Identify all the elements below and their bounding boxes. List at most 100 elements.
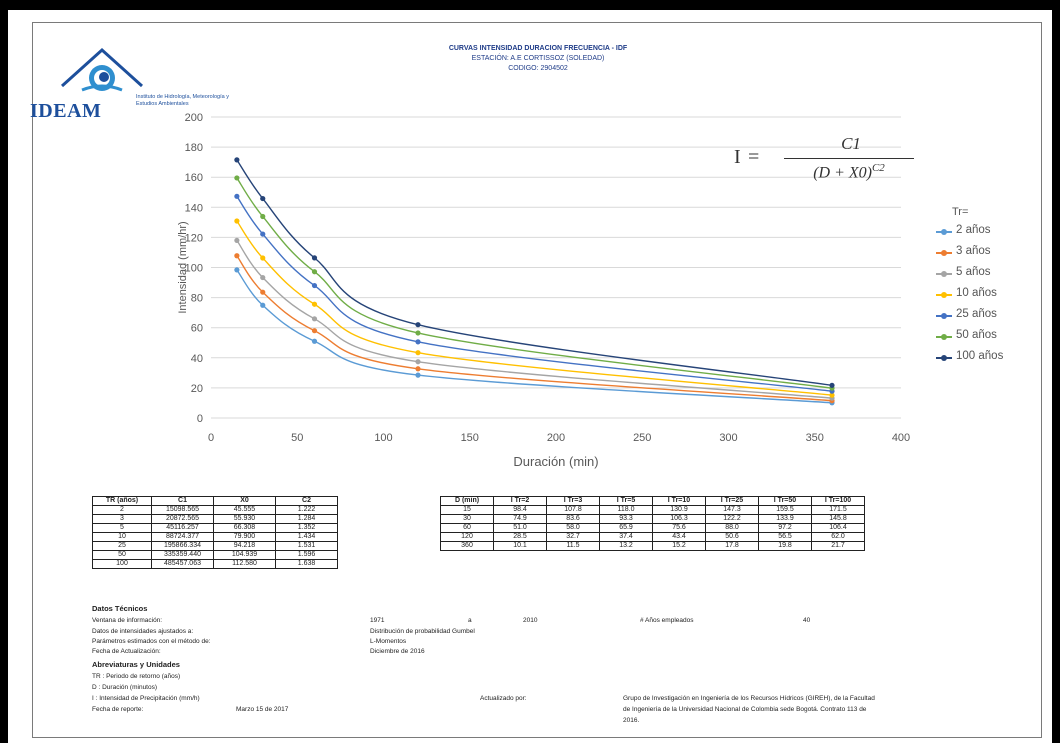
table-cell: 62.0 [811, 532, 865, 542]
data-point [415, 322, 421, 328]
table-header-cell: I Tr=10 [652, 496, 706, 506]
series-line [236, 177, 833, 389]
legend-marker [941, 313, 947, 319]
table-cell: 1.638 [275, 559, 338, 569]
table-cell: 195866.334 [151, 541, 214, 551]
table-header-cell: C1 [151, 496, 214, 506]
report-title: CURVAS INTENSIDAD DURACION FRECUENCIA - … [448, 45, 628, 52]
data-point [260, 274, 266, 281]
table-cell: 145.8 [811, 514, 865, 524]
table-row: 25 195866.334 94.218 1.531 [92, 541, 338, 551]
table-cell: 120 [440, 532, 494, 542]
report-date-label: Fecha de reporte: [92, 706, 144, 713]
table-cell: 1.352 [275, 523, 338, 533]
table-row: 360 10.1 11.5 13.2 15.2 17.8 19.8 21.7 [440, 541, 865, 551]
table-cell: 88.0 [705, 523, 759, 533]
table-row: 15 98.4 107.8 118.0 130.9 147.3 159.5 171.5 [440, 505, 865, 515]
data-point [829, 392, 835, 398]
window-to: 2010 [523, 617, 538, 624]
data-point [415, 359, 421, 365]
station-code: CODIGO: 2904502 [508, 65, 568, 72]
table-cell: 43.4 [652, 532, 706, 542]
x-axis-title: Duración (min) [513, 454, 598, 469]
abbr-title: Abreviaturas y Unidades [92, 660, 180, 669]
table-cell: 30 [440, 514, 494, 524]
series-line [236, 269, 833, 404]
table-cell: 106.4 [811, 523, 865, 533]
data-point [234, 237, 240, 244]
y-tick-label: 0 [197, 413, 203, 425]
x-tick-label: 0 [208, 432, 214, 444]
legend-marker [941, 271, 947, 277]
table-cell: 118.0 [599, 505, 653, 515]
updated-by-value-3: 2016. [623, 717, 640, 724]
table-cell: 1.434 [275, 532, 338, 542]
data-point [234, 157, 240, 163]
table-cell: 10.1 [493, 541, 547, 551]
data-point [311, 338, 318, 344]
years-value: 40 [803, 617, 811, 624]
table-row: 3 20872.565 55.930 1.284 [92, 514, 338, 524]
table-cell: 21.7 [811, 541, 865, 551]
data-point [260, 195, 266, 202]
table-header-cell: I Tr=100 [811, 496, 865, 506]
update-label: Fecha de Actualización: [92, 648, 161, 655]
data-point [260, 213, 266, 220]
table-cell: 13.2 [599, 541, 653, 551]
x-tick-label: 50 [291, 432, 303, 444]
updated-by-value-2: de Ingeniería de la Universidad Nacional… [623, 706, 867, 713]
y-tick-label: 80 [191, 293, 203, 305]
table-row: 120 28.5 32.7 37.4 43.4 50.6 56.5 62.0 [440, 532, 865, 542]
table-cell: 122.2 [705, 514, 759, 524]
data-point [234, 253, 240, 259]
report-sheet: IDEAM Instituto de Hidrología, Meteorolo… [8, 10, 1052, 743]
table-row: 30 74.9 83.6 93.3 106.3 122.2 133.9 145.8 [440, 514, 865, 524]
x-tick-label: 350 [806, 432, 824, 444]
table-cell: 17.8 [705, 541, 759, 551]
logo-wordmark: IDEAM [30, 100, 102, 122]
years-label: # Años empleados [640, 617, 694, 624]
table-cell: 45116.257 [151, 523, 214, 533]
legend-label: 25 años [956, 308, 997, 320]
table-header-cell: D (min) [440, 496, 494, 506]
table-header-cell: C2 [275, 496, 338, 506]
fit-label: Datos de intensidades ajustados a: [92, 628, 194, 635]
table-cell: 1.531 [275, 541, 338, 551]
table-cell: 28.5 [493, 532, 547, 542]
table-cell: 15.2 [652, 541, 706, 551]
table-cell: 74.9 [493, 514, 547, 524]
method-value: L-Momentos [370, 638, 407, 645]
data-point [311, 255, 318, 261]
data-point [311, 328, 318, 334]
data-point [311, 269, 318, 275]
y-tick-label: 140 [185, 202, 203, 214]
table-cell: 83.6 [546, 514, 600, 524]
formula-den-exp: C2 [871, 162, 885, 174]
table-header-cell: X0 [213, 496, 276, 506]
table-cell: 88724.377 [151, 532, 214, 542]
data-point [415, 330, 421, 336]
fit-value: Distribución de probabilidad Gumbel [370, 628, 475, 635]
tech-data-title: Datos Técnicos [92, 604, 148, 613]
table-cell: 159.5 [758, 505, 812, 515]
table-cell: 107.8 [546, 505, 600, 515]
table-cell: 1.284 [275, 514, 338, 524]
y-tick-label: 40 [191, 353, 203, 365]
idf-chart: 0 20 40 60 80 100 120 140 160 180 200 0 50 100 150 200 2… [177, 112, 910, 469]
x-tick-label: 400 [892, 432, 910, 444]
y-tick-label: 160 [185, 172, 203, 184]
table-cell: 56.5 [758, 532, 812, 542]
y-tick-label: 60 [191, 323, 203, 335]
window-from: 1971 [370, 617, 385, 624]
data-point [415, 366, 421, 372]
y-tick-label: 100 [185, 263, 203, 275]
station-name: ESTACIÓN: A.E CORTISSOZ (SOLEDAD) [471, 55, 605, 62]
table-cell: 37.4 [599, 532, 653, 542]
series-line [236, 255, 833, 402]
legend-label: 3 años [956, 245, 991, 257]
table-cell: 32.7 [546, 532, 600, 542]
series-line [236, 240, 833, 399]
x-tick-label: 150 [461, 432, 479, 444]
table-cell: 130.9 [652, 505, 706, 515]
y-axis-title: Intensidad (mm/hr) [177, 221, 189, 313]
